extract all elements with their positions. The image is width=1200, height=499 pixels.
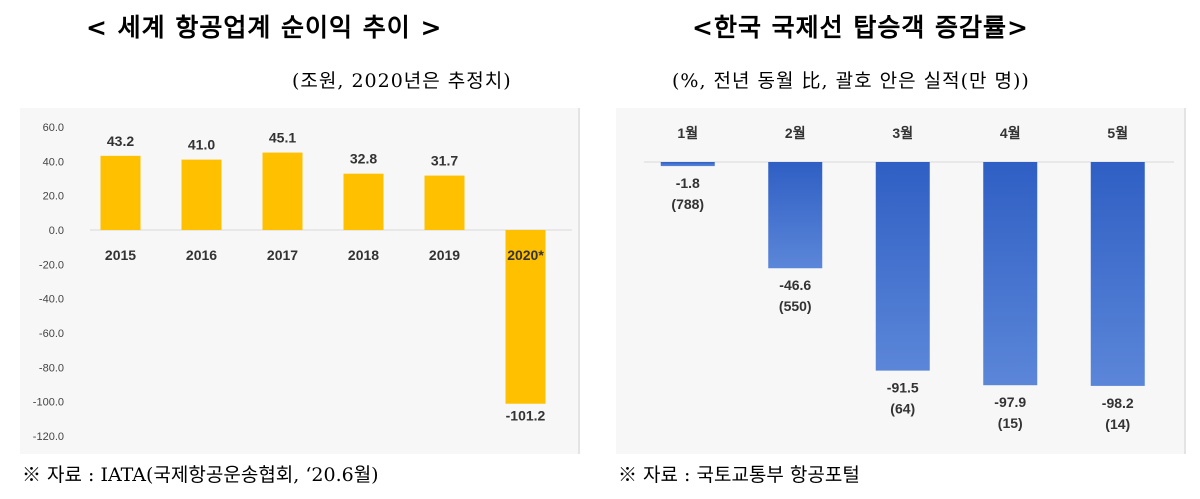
left-chart-unit: (조원, 2020년은 추정치) [292,70,512,92]
net-profit-bar-chart: 60.0 40.0 20.0 0.0 -20.0 -40.0 -60.0 -80.0 -100.… [33,122,572,443]
y-tick-label: -120.0 [33,431,64,443]
data-label: -91.5 [887,380,919,396]
x-tick-label: 2020* [507,247,544,263]
right-chart-title: <한국 국제선 탑승객 증감률> [692,13,1030,42]
x-tick-label: 2016 [186,247,217,263]
data-label: 45.1 [269,130,296,146]
data-label: -1.8 [676,175,700,191]
y-tick-label: -60.0 [39,328,64,340]
left-chart-source: ※ 자료 : IATA(국제항공운송협회, ‘20.6월) [22,464,379,486]
bar [262,152,303,230]
y-tick-label: -40.0 [39,294,64,306]
x-tick-label: 2019 [429,247,460,263]
right-chart-area: 1월 -1.8 (788) 2월 -46.6 (550) 3월 -91.5 (64) 4월 -97.… [616,108,1186,454]
passenger-count-label: (15) [998,415,1023,431]
bar [768,162,823,269]
x-tick-label: 2월 [785,125,806,141]
x-tick-label: 3월 [892,125,913,141]
y-tick-label: 60.0 [43,122,64,134]
x-tick-label: 4월 [1000,125,1021,141]
bar [983,162,1038,386]
bar [181,159,222,230]
bar [660,162,715,167]
y-tick-label: -20.0 [39,259,64,271]
data-label: 43.2 [107,133,134,149]
bar [1090,162,1145,386]
y-tick-label: -80.0 [39,362,64,374]
right-chart-unit: (%, 전년 동월 比, 괄호 안은 실적(만 명)) [672,70,1030,92]
y-tick-label: 20.0 [43,191,64,203]
data-label: -101.2 [506,408,546,424]
data-label: -98.2 [1102,395,1134,411]
y-tick-label: 0.0 [49,225,64,237]
x-tick-label: 1월 [677,125,698,141]
data-label: 41.0 [188,137,215,153]
bar [875,162,930,371]
bar [505,230,546,404]
passenger-count-label: (550) [779,298,812,314]
bar [343,173,384,230]
passenger-change-bar-chart: 1월 -1.8 (788) 2월 -46.6 (550) 3월 -91.5 (64) 4월 -97.… [644,125,1174,432]
x-tick-label: 2018 [348,247,379,263]
x-tick-label: 2017 [267,247,298,263]
bar [424,175,465,230]
x-tick-label: 5월 [1107,125,1128,141]
left-chart-title: < 세계 항공업계 순이익 추이 > [86,13,443,42]
data-label: 32.8 [350,151,377,167]
x-tick-label: 2015 [105,247,136,263]
left-chart-area: 60.0 40.0 20.0 0.0 -20.0 -40.0 -60.0 -80.0 -100.… [20,108,580,454]
right-chart-source: ※ 자료 : 국토교통부 항공포털 [618,464,860,486]
passenger-count-label: (788) [671,196,704,212]
passenger-count-label: (14) [1105,416,1130,432]
data-label: -97.9 [994,394,1026,410]
data-label: -46.6 [779,277,811,293]
bar [100,155,141,230]
data-label: 31.7 [431,153,458,169]
y-tick-label: 40.0 [43,156,64,168]
y-tick-label: -100.0 [33,397,64,409]
passenger-count-label: (64) [890,401,915,417]
